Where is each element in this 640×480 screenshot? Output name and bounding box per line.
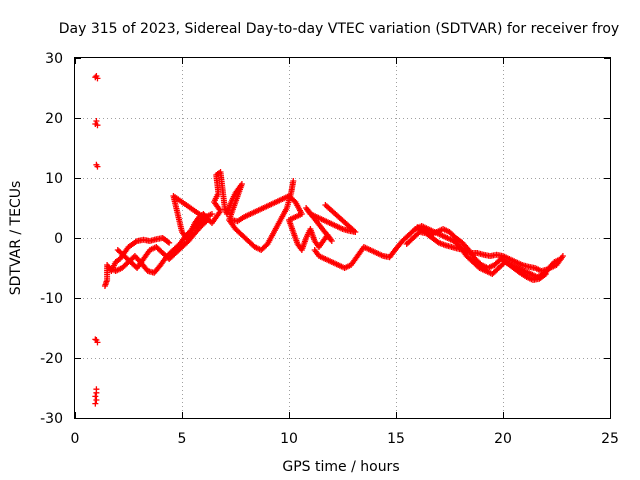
data-point xyxy=(92,400,99,407)
data-point xyxy=(542,271,549,277)
x-tick-label: 0 xyxy=(71,431,80,447)
data-point xyxy=(93,389,100,396)
data-point xyxy=(322,202,329,208)
y-tick-label: -20 xyxy=(40,351,63,367)
data-point xyxy=(94,163,101,170)
chart-title: Day 315 of 2023, Sidereal Day-to-day VTE… xyxy=(59,21,619,37)
data-point xyxy=(92,121,99,127)
y-tick-label: -10 xyxy=(40,291,63,307)
y-tick-label: 30 xyxy=(45,51,63,67)
x-axis-label: GPS time / hours xyxy=(282,459,399,475)
data-point xyxy=(164,238,171,245)
x-tick-label: 15 xyxy=(387,431,405,447)
data-point xyxy=(93,397,100,403)
data-point xyxy=(208,211,215,217)
y-tick-label: 20 xyxy=(45,111,63,127)
data-point xyxy=(92,336,99,343)
y-tick-label: -30 xyxy=(40,411,63,427)
data-point xyxy=(290,178,297,184)
x-tick-label: 20 xyxy=(494,431,512,447)
y-tick-label: 10 xyxy=(45,171,63,187)
plot-frame xyxy=(74,57,611,419)
x-tick-label: 5 xyxy=(178,431,187,447)
data-point xyxy=(92,74,99,81)
data-series-sdtvar xyxy=(92,73,566,407)
data-point xyxy=(166,239,173,246)
x-tick-label: 25 xyxy=(601,431,619,447)
x-tick-label: 10 xyxy=(280,431,298,447)
data-point xyxy=(557,256,564,262)
data-point xyxy=(93,118,100,124)
data-point xyxy=(92,393,99,400)
x-axis-ticks: 0 5 10 15 20 25 xyxy=(71,58,619,447)
y-tick-label: 0 xyxy=(54,231,63,247)
y-axis-ticks: -30 -20 -10 0 10 20 30 xyxy=(40,51,610,427)
y-axis-label: SDTVAR / TECUs xyxy=(8,181,24,296)
data-point xyxy=(541,271,548,278)
